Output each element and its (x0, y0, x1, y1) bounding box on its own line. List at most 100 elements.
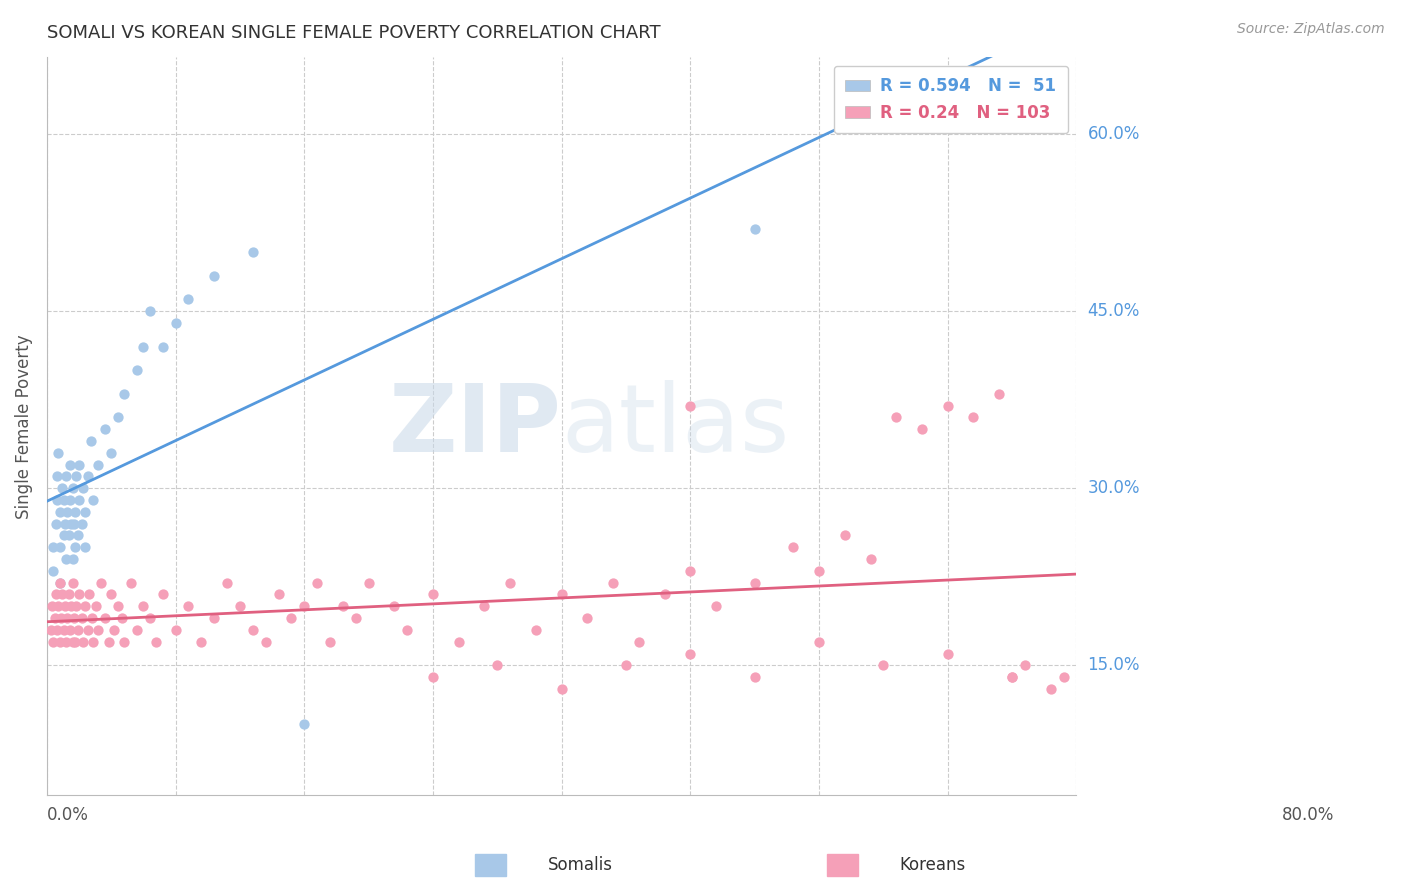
Point (72, 481, 94, 495)
Point (63, 541, 86, 555)
Text: 0.0%: 0.0% (46, 806, 89, 824)
Point (46, 469, 69, 483)
Point (97, 634, 120, 648)
Text: 15.0%: 15.0% (1087, 657, 1140, 674)
Point (242, 623, 264, 637)
Point (59, 623, 82, 637)
Point (55, 469, 77, 483)
Point (66, 623, 89, 637)
Point (112, 386, 135, 401)
Point (49, 575, 72, 590)
Point (94, 611, 117, 625)
Text: ZIP: ZIP (389, 380, 561, 472)
Point (55, 634, 77, 648)
Text: SOMALI VS KOREAN SINGLE FEMALE POVERTY CORRELATION CHART: SOMALI VS KOREAN SINGLE FEMALE POVERTY C… (46, 24, 661, 42)
Point (79, 434, 101, 448)
Point (94, 422, 117, 436)
Point (100, 587, 122, 601)
Point (292, 599, 315, 614)
Point (1001, 670, 1024, 684)
Point (48, 599, 70, 614)
Point (53, 516, 76, 531)
Point (1052, 670, 1074, 684)
Point (87, 623, 110, 637)
Point (165, 316, 187, 330)
Point (499, 575, 522, 590)
Point (654, 587, 676, 601)
Point (52, 528, 75, 542)
Point (679, 564, 702, 578)
Point (62, 575, 84, 590)
Point (202, 611, 225, 625)
Point (614, 658, 637, 673)
Point (267, 587, 290, 601)
Text: atlas: atlas (561, 380, 790, 472)
Point (42, 541, 65, 555)
Point (357, 575, 380, 590)
Point (42, 564, 65, 578)
Point (63, 634, 86, 648)
Point (67, 458, 90, 472)
Point (39, 623, 62, 637)
Point (103, 623, 125, 637)
Point (1039, 681, 1062, 696)
Point (79, 587, 101, 601)
Point (58, 528, 80, 542)
Point (70, 516, 93, 531)
Point (63, 611, 86, 625)
Point (77, 623, 100, 637)
Point (62, 634, 84, 648)
Point (936, 647, 959, 661)
Text: Somalis: Somalis (548, 855, 613, 874)
Point (834, 528, 856, 542)
Point (41, 599, 63, 614)
Point (988, 386, 1011, 401)
Point (808, 564, 831, 578)
Point (859, 552, 882, 566)
Point (744, 221, 766, 235)
Point (524, 623, 547, 637)
Point (42, 634, 65, 648)
Point (280, 611, 302, 625)
Point (100, 446, 122, 460)
Point (422, 587, 444, 601)
Y-axis label: Single Female Poverty: Single Female Poverty (15, 334, 32, 518)
Point (75, 599, 97, 614)
Text: 80.0%: 80.0% (1281, 806, 1334, 824)
Point (59, 493, 82, 508)
Text: Source: ZipAtlas.com: Source: ZipAtlas.com (1237, 22, 1385, 37)
Point (77, 469, 100, 483)
Point (202, 268, 225, 283)
Point (872, 658, 894, 673)
Point (45, 516, 67, 531)
Point (177, 293, 200, 307)
Point (132, 599, 155, 614)
Point (229, 599, 252, 614)
Text: 60.0%: 60.0% (1087, 125, 1140, 143)
Point (65, 469, 87, 483)
Point (60, 599, 83, 614)
Point (602, 575, 624, 590)
Point (936, 399, 959, 413)
Point (110, 611, 132, 625)
Point (59, 458, 82, 472)
Point (87, 458, 110, 472)
Point (332, 599, 354, 614)
Point (107, 410, 129, 425)
Point (56, 505, 79, 519)
Point (242, 245, 264, 260)
Point (576, 611, 599, 625)
Point (125, 623, 148, 637)
Point (152, 340, 174, 354)
Point (66, 528, 89, 542)
Point (165, 623, 187, 637)
Point (60, 516, 83, 531)
Text: 30.0%: 30.0% (1087, 479, 1140, 497)
Point (75, 505, 97, 519)
Point (45, 587, 67, 601)
Point (46, 623, 69, 637)
Point (254, 634, 277, 648)
Point (627, 634, 650, 648)
Text: 45.0%: 45.0% (1087, 302, 1140, 320)
Point (65, 599, 87, 614)
